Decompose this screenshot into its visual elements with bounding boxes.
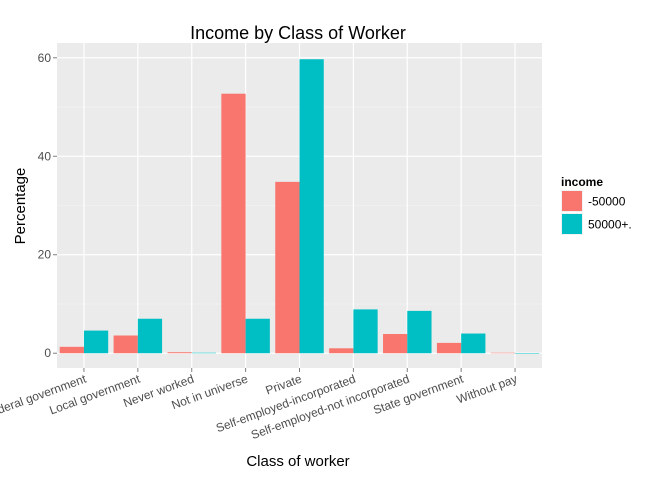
bar — [299, 59, 324, 354]
bar — [245, 318, 270, 354]
bar — [383, 334, 408, 354]
bar — [490, 352, 516, 354]
y-tick-label: 60 — [38, 51, 52, 65]
x-tick-label: Without pay — [455, 372, 519, 407]
y-axis-label: Percentage — [12, 168, 29, 245]
legend-swatch — [562, 191, 582, 211]
bar — [407, 310, 432, 354]
chart-title: Income by Class of Worker — [190, 23, 406, 43]
y-tick-label: 20 — [38, 248, 52, 262]
legend-title: income — [561, 175, 603, 189]
legend-label: -50000 — [588, 195, 626, 209]
legend: income -50000 50000+. — [561, 175, 632, 235]
bar — [191, 352, 216, 354]
bar — [353, 309, 378, 354]
bars — [59, 59, 540, 354]
bar — [275, 181, 300, 354]
legend-label: 50000+. — [588, 218, 632, 232]
bar — [137, 318, 163, 354]
y-tick-label: 0 — [44, 346, 51, 360]
bar — [59, 346, 84, 354]
bar — [461, 333, 486, 354]
legend-swatch — [562, 214, 582, 234]
bar — [329, 348, 354, 354]
y-tick-label: 40 — [38, 149, 52, 163]
y-axis-ticks: 0 20 40 60 — [38, 51, 57, 360]
bar — [83, 330, 109, 354]
bar — [167, 352, 192, 354]
x-axis-label: Class of worker — [246, 453, 349, 470]
bar — [221, 93, 246, 354]
bar — [515, 353, 540, 354]
bar — [113, 335, 138, 354]
bar — [436, 342, 462, 354]
